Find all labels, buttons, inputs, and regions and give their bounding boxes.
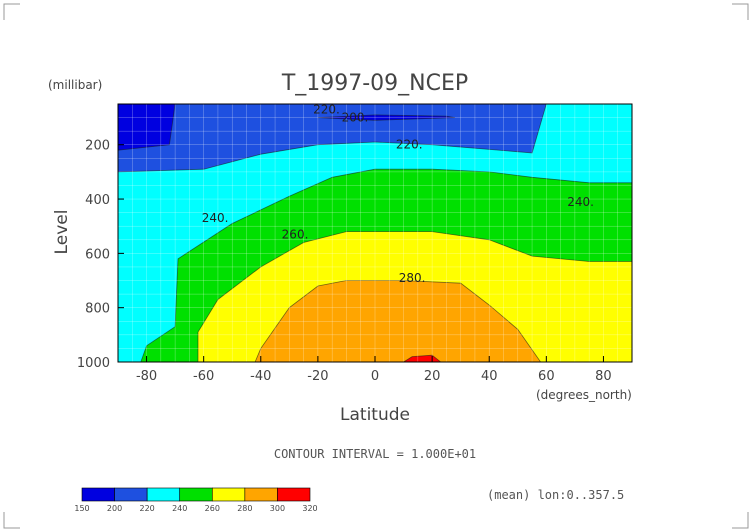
grid <box>118 104 632 362</box>
x-axis-label: Latitude <box>340 405 410 425</box>
colorbar-label-7: 320 <box>302 504 317 513</box>
colorbar-label-0: 150 <box>74 504 89 513</box>
contour-region-300-310-7 <box>402 354 442 362</box>
y-tick-label-3: 800 <box>85 302 110 317</box>
contour-region-190-200-2 <box>118 104 176 151</box>
x-tick-label-8: 80 <box>595 369 612 384</box>
contour-label-6: 280. <box>399 271 426 285</box>
contour-label-1: 200. <box>342 111 369 125</box>
x-units-label: (degrees_north) <box>536 388 632 402</box>
contour-interval-text: CONTOUR INTERVAL = 1.000E+01 <box>274 447 476 461</box>
contour-region-190-200-3 <box>317 114 456 121</box>
contour-region-200-220-1 <box>118 104 547 173</box>
colorbar-swatch-0 <box>81 487 115 502</box>
colorbar: 150 200 220 240 260 280 300 320 <box>74 487 318 513</box>
contour-regions <box>118 104 632 362</box>
y-tick-label-2: 600 <box>85 247 110 262</box>
colorbar-label-5: 280 <box>237 504 252 513</box>
x-tick-label-0: -80 <box>136 369 157 384</box>
colorbar-swatch-1 <box>114 487 148 502</box>
plot-area: 220.200.220.240.240.260.280.-80 -60 -40 -20… <box>77 102 633 384</box>
contour-label-0: 220. <box>313 102 340 116</box>
colorbar-swatch-5 <box>244 487 278 502</box>
colorbar-label-4: 260 <box>205 504 220 513</box>
colorbar-swatch-2 <box>146 487 181 502</box>
corner-marks <box>3 3 749 529</box>
colorbar-swatch-4 <box>211 487 246 502</box>
x-tick-label-6: 40 <box>481 369 498 384</box>
y-tick-label-1: 400 <box>85 193 110 208</box>
chart-title: T_1997-09_NCEP <box>281 71 468 96</box>
colorbar-label-6: 300 <box>270 504 285 513</box>
y-units-label: (millibar) <box>48 78 102 92</box>
colorbar-label-1: 200 <box>107 504 122 513</box>
x-tick-label-5: 20 <box>424 369 441 384</box>
x-tick-label-7: 60 <box>538 369 555 384</box>
contour-label-3: 240. <box>202 211 229 225</box>
y-tick-label-4: 1000 <box>77 356 110 371</box>
y-tick-label-0: 200 <box>85 139 110 154</box>
contour-label-4: 240. <box>567 195 594 209</box>
colorbar-swatch-6 <box>277 487 311 502</box>
x-tick-label-4: 0 <box>371 369 379 384</box>
footer-text: (mean) lon:0..357.5 <box>487 488 624 502</box>
x-tick-label-1: -60 <box>193 369 214 384</box>
colorbar-label-3: 240 <box>172 504 187 513</box>
colorbar-swatch-3 <box>179 487 213 502</box>
x-tick-label-3: -20 <box>307 369 328 384</box>
contour-label-5: 260. <box>282 227 309 241</box>
colorbar-label-2: 220 <box>140 504 155 513</box>
contour-region-280-300-6 <box>254 280 542 362</box>
x-tick-label-2: -40 <box>250 369 271 384</box>
contour-label-2: 220. <box>396 138 423 152</box>
y-axis-label: Level <box>52 210 72 255</box>
